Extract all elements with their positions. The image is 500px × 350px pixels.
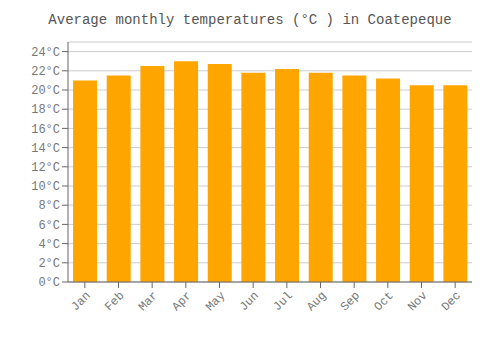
svg-text:20°C: 20°C xyxy=(31,84,60,98)
svg-text:Aug: Aug xyxy=(304,289,329,314)
svg-text:Oct: Oct xyxy=(372,289,397,314)
svg-text:12°C: 12°C xyxy=(31,161,60,175)
svg-text:14°C: 14°C xyxy=(31,142,60,156)
svg-text:Mar: Mar xyxy=(136,289,161,314)
html-text:Average monthly temperatures (: Average monthly temperatures (°C ) in Co… xyxy=(48,12,452,28)
svg-text:Sep: Sep xyxy=(338,289,363,314)
svg-text:10°C: 10°C xyxy=(31,180,60,194)
svg-text:Jun: Jun xyxy=(237,289,262,314)
svg-text:Jan: Jan xyxy=(69,289,94,314)
svg-text:18°C: 18°C xyxy=(31,103,60,117)
svg-text:16°C: 16°C xyxy=(31,123,60,137)
svg-text:Dec: Dec xyxy=(439,289,464,314)
svg-text:Apr: Apr xyxy=(170,289,195,314)
svg-text:22°C: 22°C xyxy=(31,65,60,79)
svg-text:6°C: 6°C xyxy=(38,219,60,233)
svg-text:0°C: 0°C xyxy=(38,276,60,290)
svg-text:24°C: 24°C xyxy=(31,46,60,60)
svg-text:Feb: Feb xyxy=(102,289,127,314)
svg-text:Jul: Jul xyxy=(271,289,296,314)
svg-text:Nov: Nov xyxy=(405,289,430,314)
svg-text:4°C: 4°C xyxy=(38,238,60,252)
svg-text:May: May xyxy=(203,289,228,314)
svg-text:2°C: 2°C xyxy=(38,257,60,271)
svg-text:8°C: 8°C xyxy=(38,199,60,213)
